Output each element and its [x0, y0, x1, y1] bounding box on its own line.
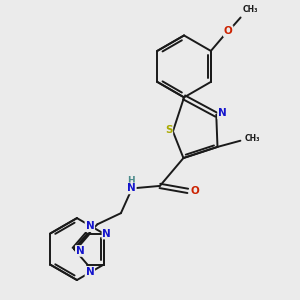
Text: H: H: [128, 176, 135, 185]
Text: CH₃: CH₃: [242, 5, 258, 14]
Text: N: N: [85, 267, 94, 277]
Text: N: N: [127, 183, 136, 194]
Text: N: N: [218, 109, 227, 118]
Text: N: N: [85, 221, 94, 231]
Text: N: N: [76, 246, 85, 256]
Text: CH₃: CH₃: [245, 134, 260, 143]
Text: O: O: [191, 186, 200, 196]
Text: N: N: [103, 229, 111, 238]
Text: S: S: [165, 125, 172, 135]
Text: O: O: [224, 26, 233, 36]
